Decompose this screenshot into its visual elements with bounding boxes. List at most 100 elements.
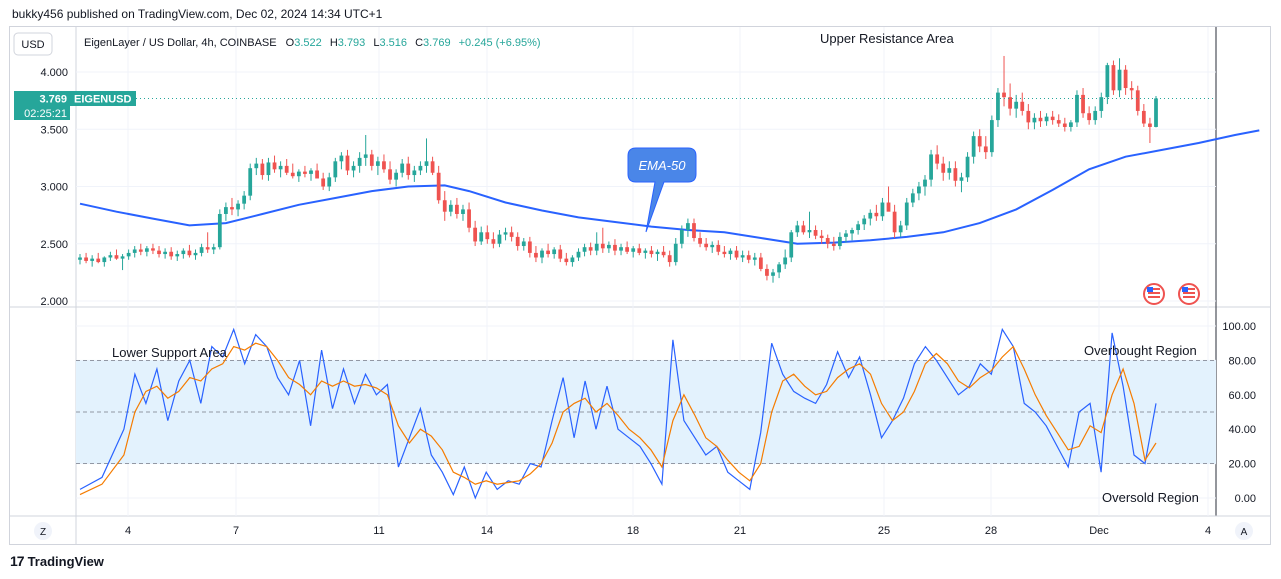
candle-body [144,248,149,252]
candle-body [412,170,417,176]
candle-body [102,257,107,263]
x-tick-label: 25 [878,525,890,537]
us-flag-icon[interactable] [1178,283,1200,305]
candle-body [114,255,119,259]
ema-group [79,129,1260,245]
candle-body [157,250,161,255]
y-tick-label: 4.000 [40,67,68,79]
tradingview-logo-icon: 17 [10,553,25,569]
candle-body [224,207,228,214]
candle-body [315,170,319,179]
open-value: 3.522 [294,37,322,49]
candle-body [983,146,988,153]
candle-body [570,257,575,263]
x-tick-label: 14 [481,525,493,537]
candle-body [199,247,204,253]
candle-body [181,250,186,255]
overbought-label: Overbought Region [1084,343,1197,358]
y-tick-label: 3.000 [40,182,68,194]
candle-body [1075,94,1079,123]
candle-body [898,225,903,233]
candle-body [272,162,277,170]
candle-body [728,250,733,255]
candle-body [473,227,478,242]
candle-body [418,165,423,171]
candle-body [904,202,909,226]
publisher-line: bukky456 published on TradingView.com, D… [12,7,383,21]
candle-body [910,193,915,203]
x-tick-label: 7 [233,525,239,537]
candle-body [205,247,210,250]
candle-body [442,200,447,212]
candle-body [467,209,471,228]
stoch-band-group [76,359,1216,465]
candle-body [746,255,751,260]
auto-scale-button[interactable] [1235,522,1253,540]
candle-body [692,223,696,239]
x-tick-label: 11 [373,525,384,537]
candle-body [1008,97,1012,109]
candle-body [363,154,368,158]
candle-body [758,257,763,269]
ema-callout: EMA-50 [627,147,697,233]
ema-callout-text: EMA-50 [639,158,687,173]
candle-body [400,163,405,173]
candle-body [187,250,192,256]
candle-body [989,120,994,153]
candle-body [138,249,143,252]
candle-body [503,232,508,235]
candle-body [284,165,289,173]
brand-name: TradingView [27,553,104,569]
candle-body [892,211,897,233]
candle-body [558,249,563,259]
osc-tick-label: 100.00 [1222,321,1256,333]
candle-body [813,230,818,236]
candle-body [242,195,247,204]
candle-body [436,172,441,201]
candle-body [193,252,198,256]
candle-body [290,172,295,177]
candle-body [357,157,362,166]
candle-body [248,168,253,196]
stoch-d-line [79,342,1157,496]
osc-tick-label: 20.00 [1228,459,1256,471]
candle-body [151,248,155,251]
candle-body [917,186,921,194]
candle-body [479,232,484,242]
candle-body [838,236,842,247]
candle-body [588,247,593,251]
candle-body [606,244,611,249]
x-tick-label: 4 [125,525,131,537]
candle-body [1093,110,1098,121]
candle-body [84,257,88,261]
candle-body [169,251,174,257]
candle-body [710,244,715,248]
candle-body [844,233,848,237]
candle-body [868,212,873,219]
candle-body [789,232,794,258]
candle-body [722,251,727,255]
low-label: L [373,37,379,49]
candle-body [1129,88,1134,91]
candle-body [345,155,350,171]
candle-body [339,155,344,162]
candle-body [886,202,891,212]
symbol-name: EigenLayer / US Dollar, 4h, COINBASE [84,37,277,49]
candle-body [673,243,678,263]
auto-scale-button-label: A [1241,527,1248,538]
candle-body [686,223,690,231]
price-tag-symbol: EIGENUSD [74,94,132,106]
candle-body [856,224,861,231]
us-flag-icon[interactable] [1143,283,1165,305]
candle-body [309,170,313,174]
timezone-button[interactable] [34,522,52,540]
candle-body [771,272,775,276]
candle-body [783,257,788,265]
candle-body [527,241,532,253]
candle-body [369,154,374,166]
currency-button[interactable] [13,32,53,56]
currency-label: USD [21,39,44,51]
candle-body [923,179,927,187]
candle-body [655,251,660,255]
